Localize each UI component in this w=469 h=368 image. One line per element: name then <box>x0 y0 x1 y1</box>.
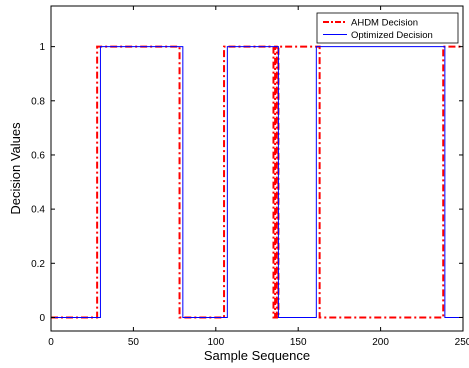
y-tick-label: 0.8 <box>31 96 45 107</box>
series-layer <box>51 45 463 319</box>
series-line-ahdm-decision <box>51 45 463 319</box>
x-tick-label: 0 <box>48 337 54 348</box>
plot-background <box>51 6 463 331</box>
x-axis-label: Sample Sequence <box>204 348 310 363</box>
y-tick-label: 0.2 <box>31 259 45 270</box>
series-line-optimized-decision <box>51 46 463 318</box>
axes-frame <box>50 5 464 332</box>
axis-layer: 0 50 100 150 200 250 0 0.2 0.4 0.6 0.8 1 <box>31 5 469 348</box>
plot-area <box>51 6 463 331</box>
x-tick-label: 200 <box>372 337 389 348</box>
x-tick-label: 100 <box>207 337 224 348</box>
x-tick-label: 250 <box>455 337 469 348</box>
y-tick-label: 0.6 <box>31 150 45 161</box>
x-tick-label: 150 <box>290 337 307 348</box>
y-tick-label: 0.4 <box>31 205 45 216</box>
legend-label-ahdm-decision: AHDM Decision <box>351 18 418 29</box>
y-axis-label: Decision Values <box>8 122 23 215</box>
x-tick-label: 50 <box>128 337 140 348</box>
legend-box <box>316 12 459 44</box>
y-tick-label: 1 <box>39 42 45 53</box>
legend-label-optimized-decision: Optimized Decision <box>351 30 433 41</box>
y-tick-label: 0 <box>39 313 45 324</box>
